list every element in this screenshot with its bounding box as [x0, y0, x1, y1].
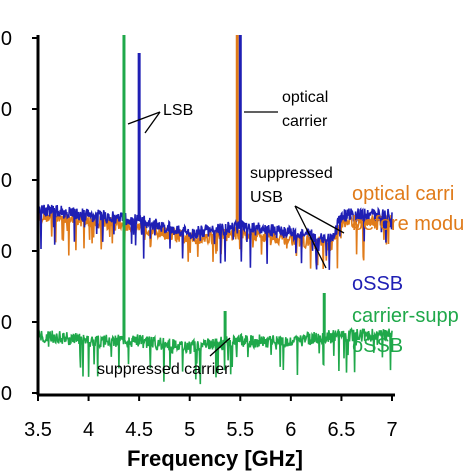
legend: optical carri before modu oSSB carrier-s…: [352, 183, 464, 357]
annotation-lsb-arrow-2: [127, 111, 161, 125]
y-tick-label: 0: [1, 383, 12, 405]
x-axis-ticks: 3.5 4 4.5 5 5.5 6 6.5 7: [24, 395, 398, 441]
annotation-lsb-arrow-1: [144, 111, 161, 134]
x-tick-label: 5.5: [226, 419, 254, 441]
annotations: LSB optical carrier suppressed USB suppr…: [97, 89, 345, 378]
series-line-1: [37, 34, 393, 270]
x-axis-label: Frequency [GHz]: [127, 446, 303, 471]
annotation-usb-arrow-1: [294, 205, 327, 269]
annotation-suppressed-carrier: suppressed carrier: [97, 361, 230, 378]
y-tick-label: 0: [1, 170, 12, 192]
legend-entry-optical-carrier-1: optical carri: [352, 183, 454, 205]
annotation-optical-carrier-line1: optical: [282, 89, 328, 106]
series-group: [37, 34, 393, 385]
y-tick-label: 0: [1, 28, 12, 50]
x-tick-label: 4.5: [125, 419, 153, 441]
annotation-suppressed-usb-line1: suppressed: [250, 165, 333, 182]
annotation-suppressed-usb-line2: USB: [250, 189, 283, 206]
x-tick-label: 4: [83, 419, 94, 441]
x-tick-label: 7: [386, 419, 397, 441]
annotation-optical-carrier-line2: carrier: [282, 113, 328, 130]
annotation-lsb: LSB: [163, 102, 193, 119]
annotation-suppressed-carrier-arrow: [209, 337, 231, 357]
y-axis-ticks: 0 0 0 0 0 0: [1, 28, 38, 405]
y-tick-label: 0: [1, 241, 12, 263]
y-tick-label: 0: [1, 312, 12, 334]
x-tick-label: 5: [184, 419, 195, 441]
y-tick-label: 0: [1, 99, 12, 121]
legend-entry-carrier-suppressed-1: carrier-supp: [352, 305, 459, 327]
series-line-2: [37, 34, 393, 385]
x-tick-label: 6.5: [328, 419, 356, 441]
legend-entry-optical-carrier-2: before modu: [352, 213, 464, 235]
legend-entry-carrier-suppressed-2: oSSB: [352, 335, 403, 357]
x-tick-label: 6: [285, 419, 296, 441]
x-tick-label: 3.5: [24, 419, 52, 441]
annotation-usb-arrow-2: [294, 205, 345, 234]
legend-entry-ossb: oSSB: [352, 273, 403, 295]
